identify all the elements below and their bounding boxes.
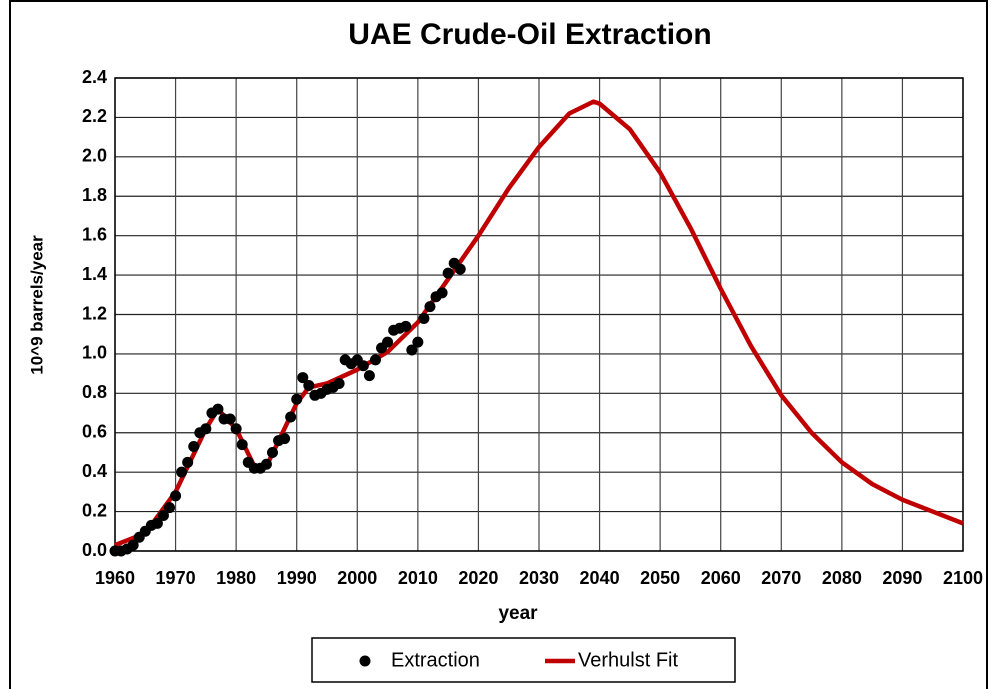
data-point [333, 377, 345, 389]
data-point [424, 301, 436, 313]
y-tick-label: 2.2 [82, 106, 107, 126]
y-tick-label: 1.2 [82, 303, 107, 323]
y-tick-label: 0.4 [82, 461, 107, 481]
chart-frame [9, 0, 988, 689]
data-point [291, 393, 303, 405]
data-point [363, 370, 375, 382]
data-point [170, 490, 182, 502]
y-tick-label: 0.6 [82, 422, 107, 442]
data-point [176, 466, 188, 478]
data-point [260, 458, 272, 470]
y-axis-label: 10^9 barrels/year [27, 235, 46, 375]
x-tick-label: 2050 [640, 568, 680, 588]
y-tick-label: 1.0 [82, 343, 107, 363]
y-tick-label: 0.0 [82, 540, 107, 560]
data-point [357, 360, 369, 372]
data-point [382, 336, 394, 348]
data-point [436, 287, 448, 299]
x-tick-label: 2010 [398, 568, 438, 588]
x-tick-label: 2040 [580, 568, 620, 588]
data-point [188, 441, 200, 453]
x-tick-label: 2020 [458, 568, 498, 588]
data-point [127, 539, 139, 551]
data-point [285, 411, 297, 423]
data-point [151, 517, 163, 529]
data-point [418, 312, 430, 324]
legend-box [311, 637, 736, 683]
x-tick-label: 1960 [95, 568, 135, 588]
x-axis-label: year [498, 603, 538, 624]
data-point [212, 403, 224, 415]
plot-border [114, 77, 964, 552]
x-tick-label: 2070 [761, 568, 801, 588]
data-point [236, 439, 248, 451]
y-tick-label: 0.2 [82, 500, 107, 520]
x-tick-label: 2030 [519, 568, 559, 588]
x-tick-label: 2060 [701, 568, 741, 588]
data-point [266, 446, 278, 458]
y-tick-label: 1.4 [82, 264, 107, 284]
data-point [182, 456, 194, 468]
x-tick-label: 2080 [822, 568, 862, 588]
data-point [164, 502, 176, 514]
legend-marker [359, 655, 371, 667]
x-tick-label: 2090 [882, 568, 922, 588]
x-tick-label: 1970 [156, 568, 196, 588]
data-point [303, 379, 315, 391]
y-tick-label: 1.6 [82, 224, 107, 244]
chart-title: UAE Crude-Oil Extraction [348, 18, 711, 51]
y-tick-label: 0.8 [82, 382, 107, 402]
data-point [200, 423, 212, 435]
x-tick-label: 1990 [277, 568, 317, 588]
y-tick-label: 2.0 [82, 146, 107, 166]
data-point [224, 413, 236, 425]
legend-label: Verhulst Fit [578, 649, 678, 671]
data-point [400, 320, 412, 332]
data-point [297, 372, 309, 384]
x-tick-label: 2000 [337, 568, 377, 588]
data-point [157, 510, 169, 522]
data-point [454, 263, 466, 275]
data-point [279, 433, 291, 445]
y-tick-label: 1.8 [82, 185, 107, 205]
x-tick-label: 1980 [216, 568, 256, 588]
data-point [412, 336, 424, 348]
data-point [369, 354, 381, 366]
data-point [442, 267, 454, 279]
data-point [406, 344, 418, 356]
legend-label: Extraction [391, 649, 480, 671]
y-tick-label: 2.4 [82, 67, 107, 87]
x-tick-label: 2100 [943, 568, 983, 588]
data-point [230, 423, 242, 435]
